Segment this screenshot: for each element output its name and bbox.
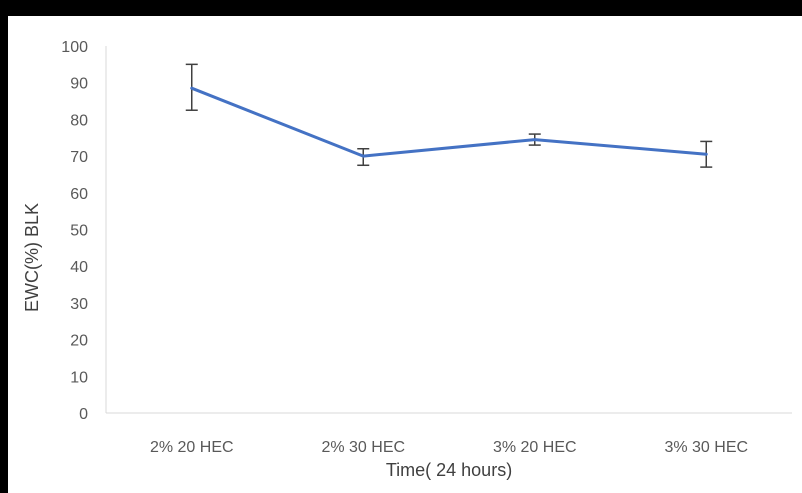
y-tick-label: 100 [61,39,88,56]
x-tick-labels: 2% 20 HEC 2% 30 HEC 3% 20 HEC 3% 30 HEC [150,439,748,456]
x-tick-label: 3% 20 HEC [493,439,577,456]
chart-frame: 0 10 20 30 40 50 60 70 80 90 100 2% 20 HEC 2% 30 HE… [8,16,802,493]
y-tick-label: 0 [79,406,88,423]
y-tick-labels: 0 10 20 30 40 50 60 70 80 90 100 [61,39,88,423]
x-tick-label: 2% 20 HEC [150,439,234,456]
series-lines [190,86,708,158]
y-tick-label: 20 [70,333,88,350]
y-tick-label: 70 [70,149,88,166]
y-tick-label: 60 [70,186,88,203]
y-tick-label: 90 [70,76,88,93]
y-tick-label: 10 [70,369,88,386]
series-line [190,86,708,158]
y-tick-label: 50 [70,223,88,240]
y-axis-title: EWC(%) BLK [22,203,42,312]
y-tick-label: 30 [70,296,88,313]
y-tick-label: 80 [70,112,88,129]
x-tick-label: 3% 30 HEC [664,439,748,456]
x-axis-title: Time( 24 hours) [386,460,512,480]
axes [105,46,792,414]
line-chart: 0 10 20 30 40 50 60 70 80 90 100 2% 20 HEC 2% 30 HE… [22,39,792,480]
x-tick-label: 2% 30 HEC [321,439,405,456]
y-tick-label: 40 [70,259,88,276]
